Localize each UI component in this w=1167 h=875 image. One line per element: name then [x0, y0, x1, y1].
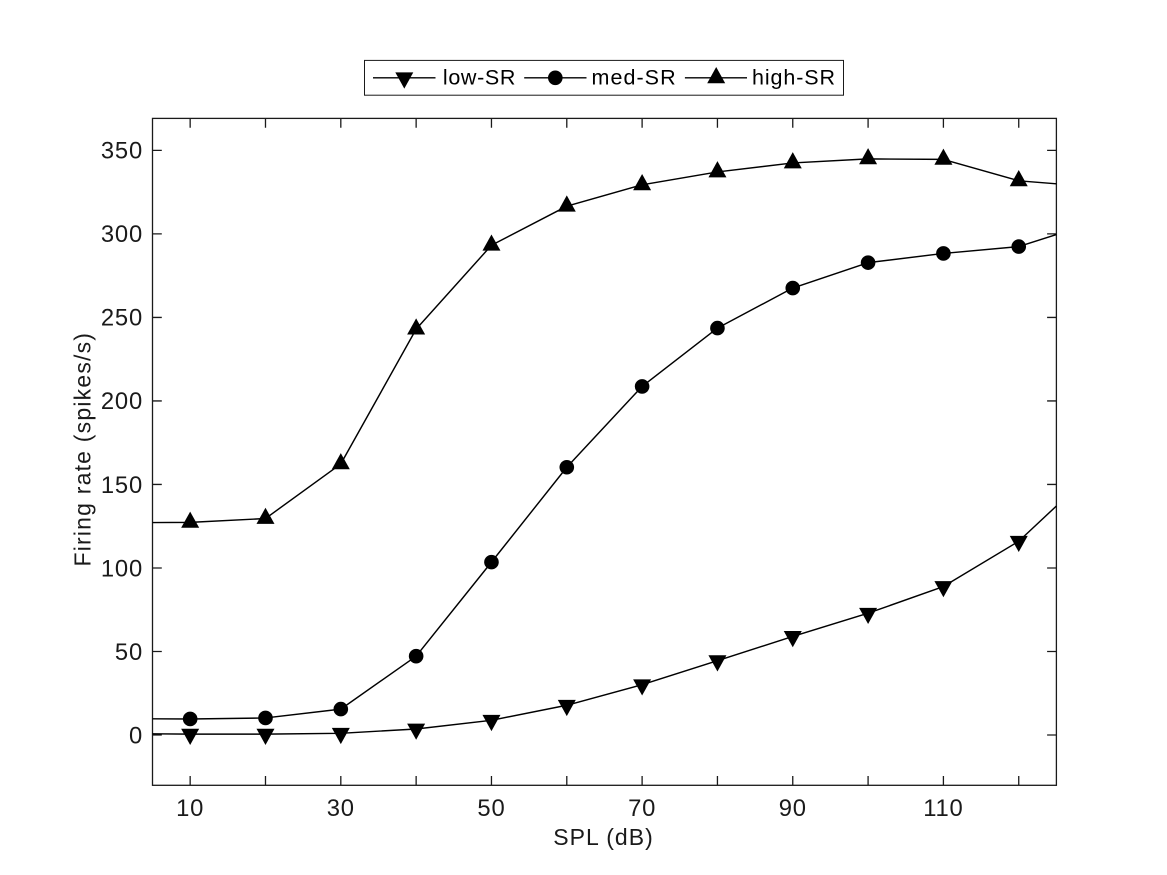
- svg-text:low-SR: low-SR: [443, 65, 516, 89]
- svg-text:200: 200: [101, 388, 143, 415]
- svg-text:300: 300: [101, 221, 143, 248]
- svg-text:50: 50: [477, 795, 505, 822]
- svg-text:70: 70: [628, 795, 656, 822]
- svg-text:90: 90: [779, 795, 807, 822]
- svg-text:30: 30: [327, 795, 355, 822]
- svg-text:100: 100: [101, 555, 143, 582]
- svg-text:10: 10: [176, 795, 204, 822]
- svg-text:150: 150: [101, 472, 143, 499]
- svg-text:350: 350: [101, 138, 143, 165]
- svg-text:SPL (dB): SPL (dB): [553, 824, 653, 850]
- svg-text:Firing rate (spikes/s): Firing rate (spikes/s): [70, 332, 96, 567]
- svg-text:0: 0: [129, 722, 143, 749]
- svg-text:110: 110: [923, 795, 963, 822]
- svg-text:250: 250: [101, 305, 143, 332]
- svg-text:high-SR: high-SR: [752, 65, 836, 89]
- svg-text:med-SR: med-SR: [592, 65, 677, 89]
- svg-text:50: 50: [115, 639, 143, 666]
